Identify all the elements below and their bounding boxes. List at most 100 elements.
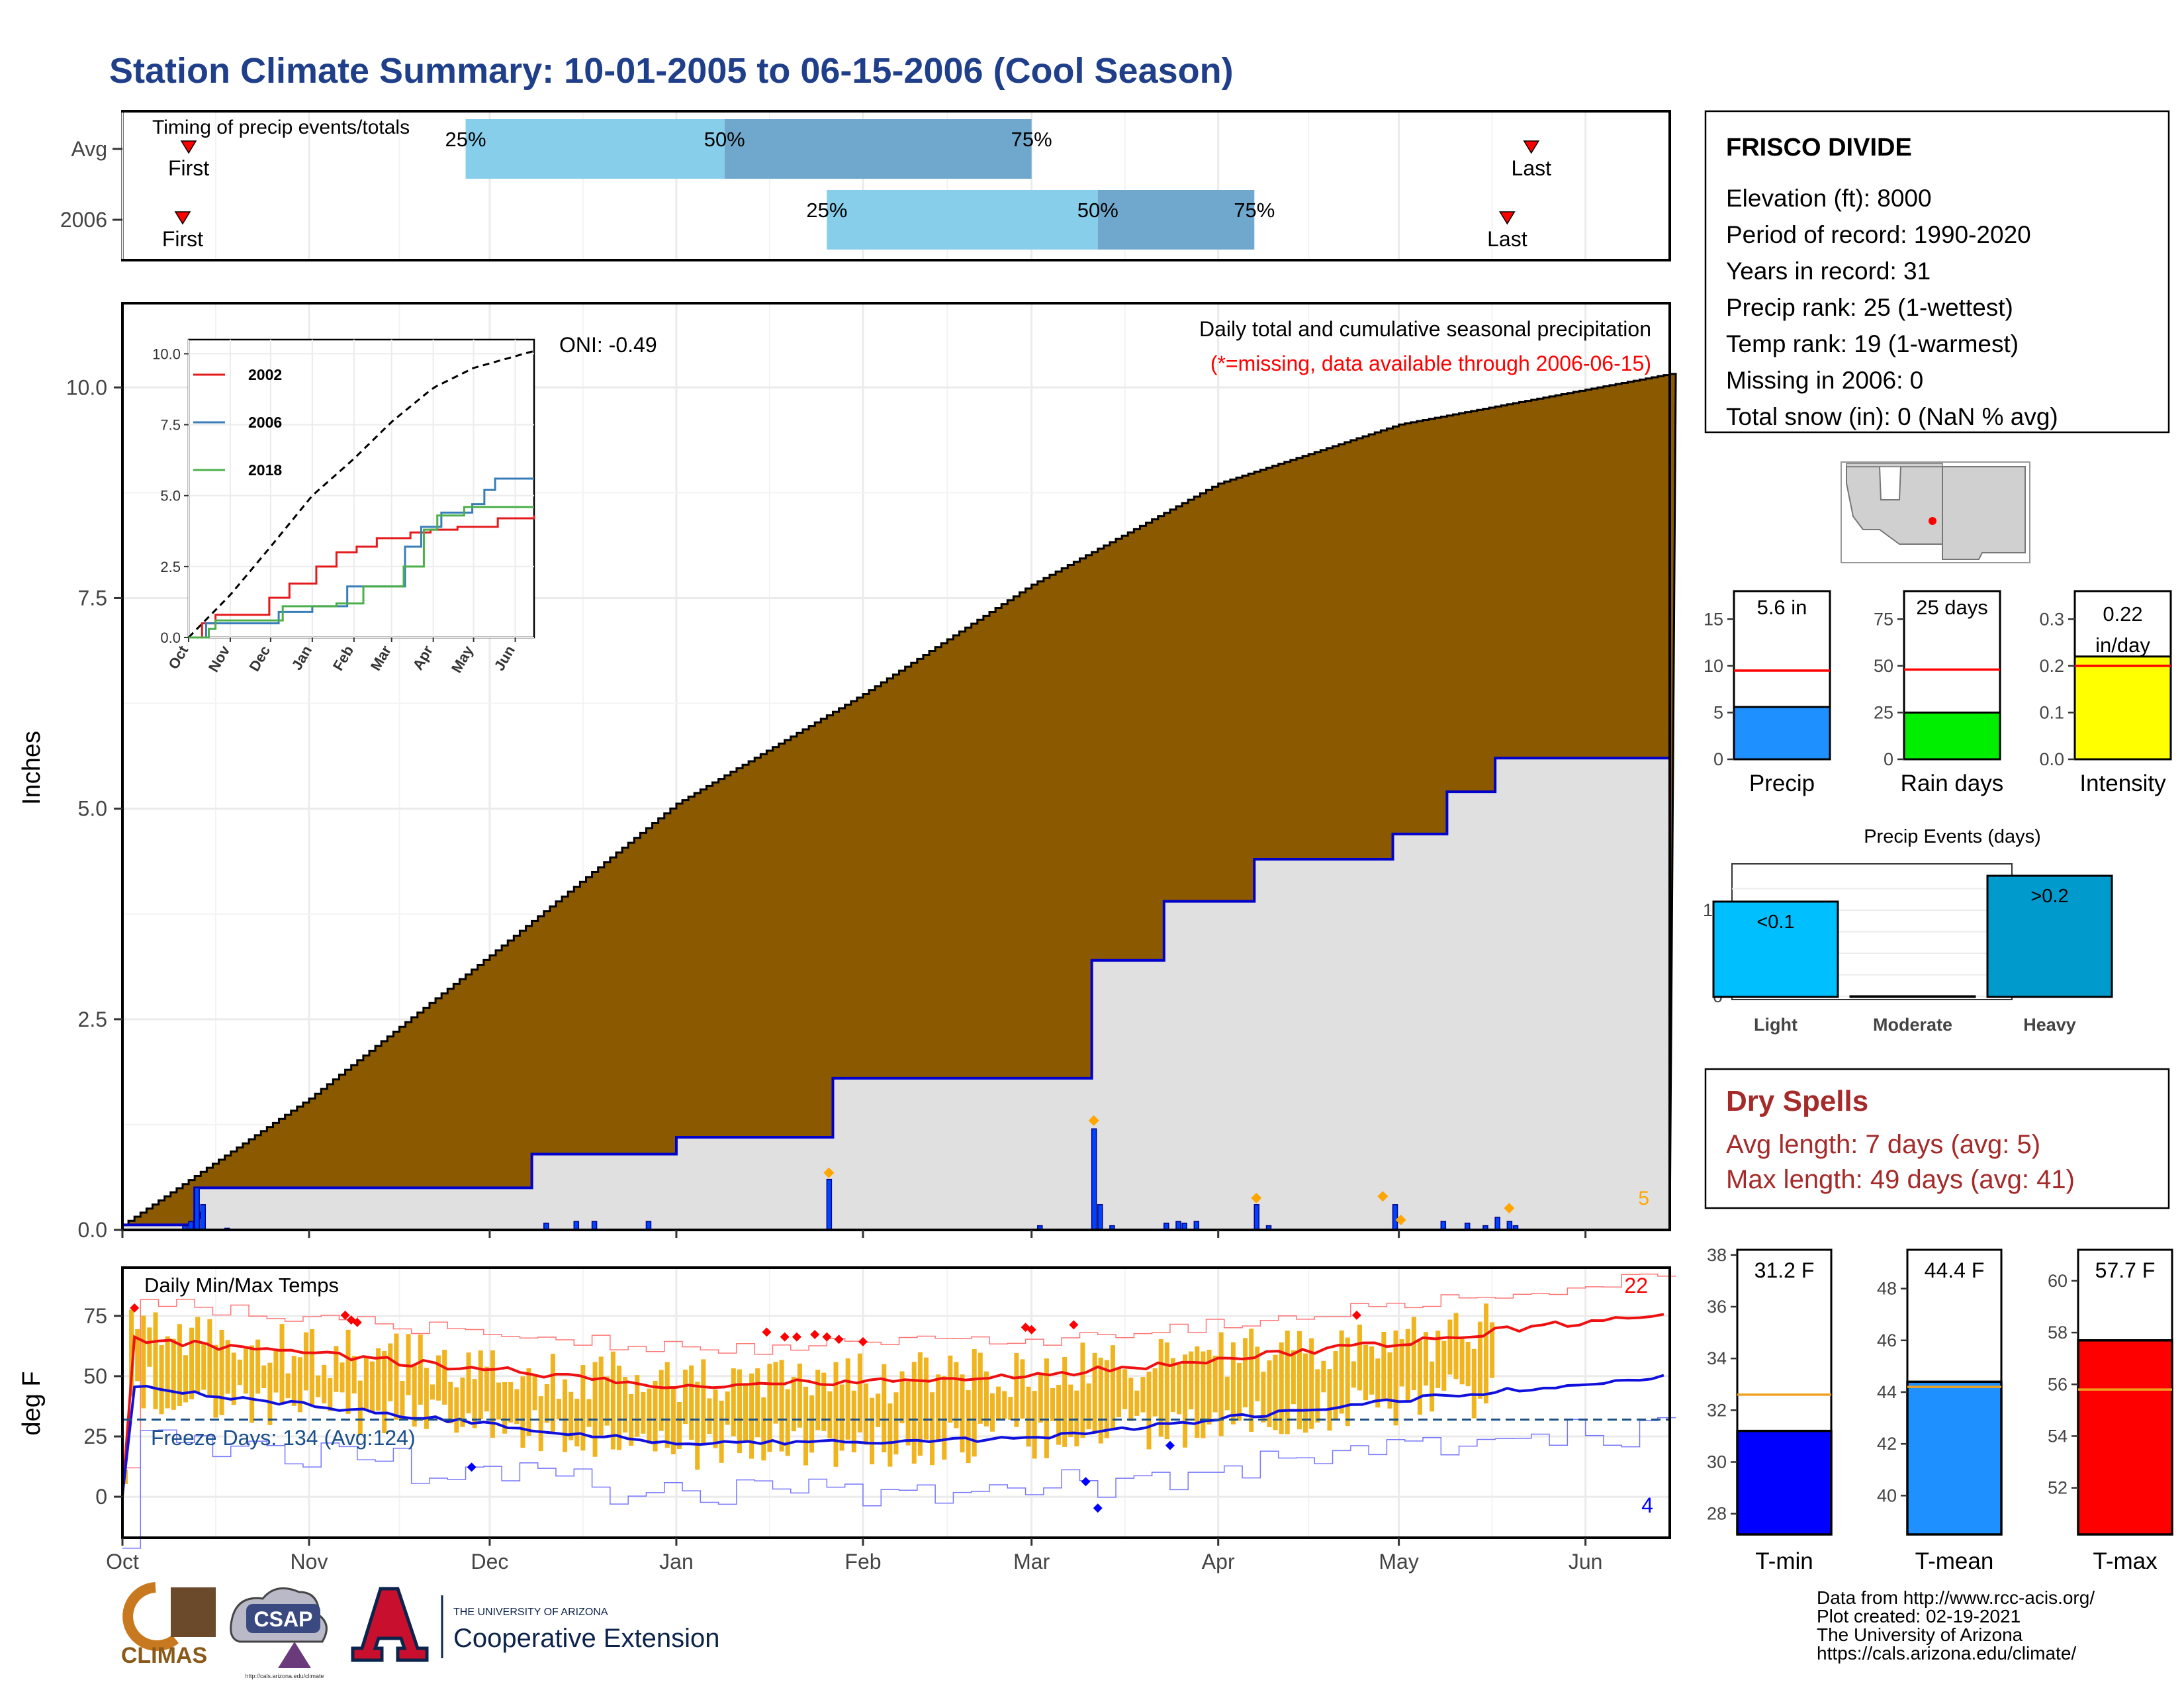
summary-bar-value-unit: in/day [2095, 633, 2150, 657]
daily-temp-bar [851, 1390, 856, 1452]
precip-ytick-label: 2.5 [78, 1008, 107, 1031]
daily-temp-bar [1134, 1390, 1140, 1416]
daily-temp-bar [983, 1371, 989, 1427]
daily-temp-bar [171, 1338, 176, 1410]
daily-temp-bar [1441, 1340, 1447, 1391]
events-category-label: Heavy [2023, 1015, 2076, 1035]
record-low-marker-icon [1093, 1503, 1103, 1513]
daily-temp-bar [978, 1352, 983, 1424]
month-label: Oct [106, 1550, 139, 1573]
temp-bar-T-min [1736, 1429, 1833, 1536]
daily-temp-bar [930, 1392, 935, 1466]
temp-bar-ytick-label: 28 [1707, 1504, 1727, 1524]
daily-temp-bar [592, 1362, 598, 1457]
daily-temp-bar [1068, 1384, 1073, 1438]
temp-bar-ytick-label: 60 [2048, 1271, 2068, 1291]
temp-bar-ytick-label: 40 [1877, 1485, 1897, 1505]
daily-temp-bar [905, 1382, 911, 1446]
temp-bar-ytick-label: 36 [1707, 1297, 1727, 1317]
temperature-summary-bars: 28 30 32 34 36 38 31.2 F T-min 40 42 44 46 48 44.4 F T… [1707, 1245, 2173, 1574]
timing-last-label: Last [1512, 156, 1552, 180]
temp-bar-ytick-label: 46 [1877, 1331, 1897, 1350]
daily-temp-bar [1044, 1358, 1049, 1459]
csap-mountain-icon [278, 1642, 311, 1668]
summary-bar-Intensity [2073, 655, 2172, 761]
record-high-marker-icon [822, 1332, 832, 1342]
daily-temp-bar [502, 1382, 508, 1434]
daily-precip-bar [1494, 1217, 1500, 1231]
record-high-marker-icon [1069, 1320, 1079, 1330]
dry-spells-box: Dry Spells Avg length: 7 days (avg: 5) M… [1704, 1068, 2170, 1209]
daily-temp-bar [701, 1359, 706, 1444]
precip-events-title: Precip Events (days) [1864, 826, 2041, 847]
daily-temp-bar [195, 1317, 201, 1393]
record-high-marker-icon [762, 1327, 772, 1337]
daily-temp-bar [225, 1340, 230, 1394]
events-category-label: Moderate [1873, 1015, 1952, 1035]
timing-quantile-label: 25% [445, 128, 486, 151]
daily-temp-bar [376, 1348, 381, 1411]
daily-temp-bar [839, 1384, 844, 1451]
precip-ytick-label: 0.0 [78, 1218, 107, 1242]
csap-logo: CSAP http://cals.arizona.edu/climate [230, 1587, 328, 1679]
daily-temp-bar [538, 1396, 543, 1452]
daily-temp-bar [785, 1389, 790, 1456]
heavy-precip-marker-icon [1504, 1203, 1515, 1214]
daily-temp-bar [1471, 1348, 1477, 1419]
inset-series-line-2002 [189, 515, 535, 639]
summary-bar-ytick-label: 0.3 [2039, 609, 2064, 629]
daily-temp-bar [954, 1362, 959, 1429]
daily-temp-bar [310, 1329, 315, 1405]
daily-temp-bar [1453, 1313, 1459, 1380]
daily-temp-bar [647, 1388, 652, 1444]
heavy-precip-marker-icon [1251, 1192, 1262, 1203]
daily-temp-bar [1375, 1358, 1381, 1408]
daily-temp-bar [882, 1364, 887, 1452]
events-bar-Moderate [1849, 995, 1976, 998]
daily-temp-bar [207, 1319, 212, 1397]
timing-bar-q25-q50 [465, 119, 725, 179]
daily-temp-bar [731, 1368, 736, 1436]
events-bar-label: <0.1 [1756, 912, 1794, 933]
precip-ytick-label: 5.0 [78, 797, 107, 821]
timing-quantile-label: 75% [1234, 199, 1275, 222]
daily-temp-bar [496, 1382, 502, 1420]
daily-temp-bar [1369, 1346, 1375, 1395]
daily-temp-bar [1002, 1391, 1007, 1419]
daily-temp-bar [876, 1393, 881, 1427]
record-low-marker-icon [1165, 1440, 1175, 1450]
daily-temp-bar [388, 1343, 393, 1401]
daily-temp-bar [1201, 1351, 1206, 1438]
precip-ylabel: Inches [18, 731, 46, 805]
daily-temp-bar [1206, 1349, 1212, 1425]
timing-quantile-label: 50% [1077, 199, 1118, 222]
daily-temp-bar [676, 1402, 682, 1449]
temp-ytick-label: 25 [83, 1425, 107, 1448]
timing-first-label: First [162, 227, 203, 251]
daily-temp-bar [1363, 1344, 1369, 1401]
daily-temp-bar [544, 1383, 549, 1423]
daily-temp-bar [1189, 1351, 1194, 1410]
daily-temp-bar [725, 1391, 730, 1425]
temp-bar-T-mean [1906, 1380, 2003, 1536]
summary-bar-Rain days [1903, 711, 2001, 761]
temp-ytick-label: 50 [83, 1364, 107, 1388]
daily-temp-bar [250, 1345, 255, 1423]
daily-temp-bar [942, 1376, 947, 1460]
dry-spells-max: Max length: 49 days (avg: 41) [1726, 1165, 2075, 1194]
precip-events-chart: Precip Events (days) 0510<0.1LightModera… [1703, 826, 2113, 1035]
daily-temp-bar [303, 1332, 308, 1391]
daily-temp-bar [1309, 1338, 1314, 1429]
daily-temp-bar [1327, 1369, 1332, 1431]
daily-temp-bar [454, 1387, 459, 1433]
daily-temp-bar [382, 1350, 387, 1433]
daily-temp-bar [1050, 1388, 1055, 1421]
daily-temp-bar [695, 1382, 700, 1470]
daily-temp-bar [1164, 1342, 1169, 1440]
daily-temp-bar [845, 1358, 850, 1440]
month-label: Jan [659, 1550, 694, 1573]
daily-temp-bar [1212, 1355, 1218, 1413]
daily-temp-bar [1116, 1368, 1122, 1417]
daily-temp-bar [659, 1370, 664, 1431]
inset-avg-line [187, 350, 533, 639]
